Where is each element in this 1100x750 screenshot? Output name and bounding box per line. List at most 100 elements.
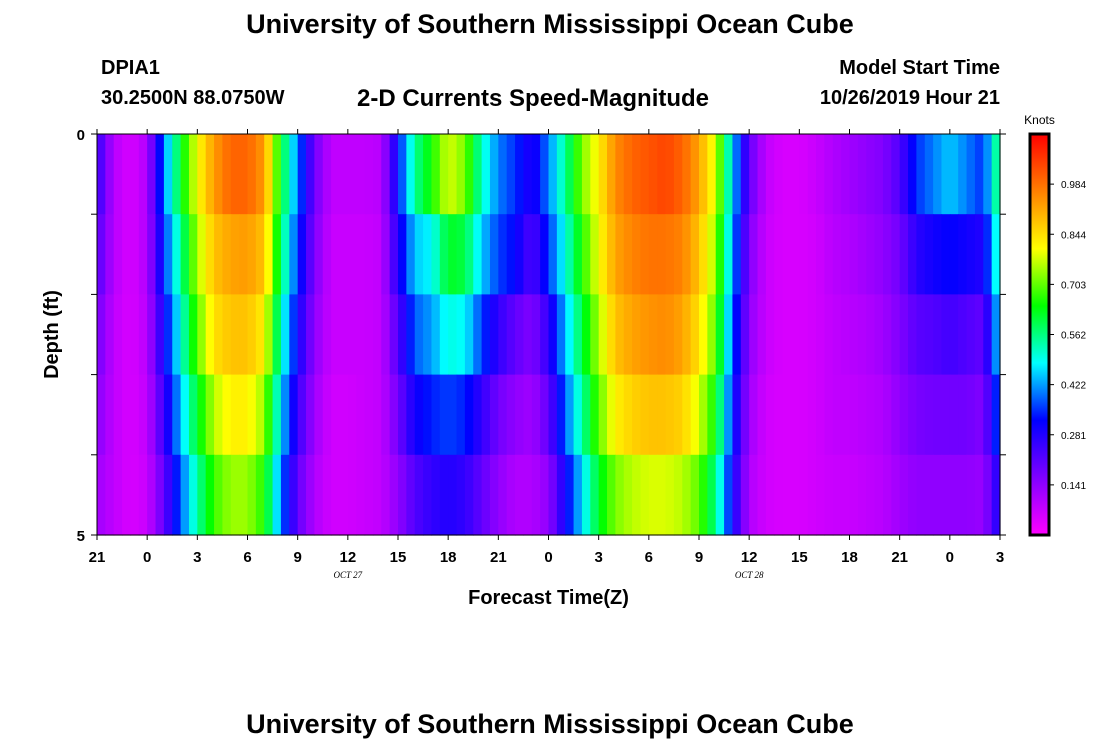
heatmap-cell: [406, 454, 416, 536]
heatmap-cell: [163, 134, 173, 215]
heatmap-cell: [757, 294, 767, 376]
heatmap-cell: [289, 454, 299, 536]
heatmap-cell: [765, 134, 775, 215]
heatmap-cell: [322, 454, 332, 536]
heatmap-cell: [916, 134, 926, 215]
heatmap-cell: [197, 214, 207, 295]
heatmap-cell: [849, 374, 859, 456]
heatmap-cell: [230, 214, 240, 295]
heatmap-cell: [832, 214, 842, 295]
heatmap-cell: [765, 374, 775, 456]
heatmap-cell: [607, 294, 616, 376]
heatmap-cell: [339, 374, 349, 456]
heatmap-cell: [623, 374, 633, 456]
heatmap-cell: [214, 454, 224, 536]
heatmap-cell: [816, 134, 826, 215]
heatmap-cell: [882, 294, 892, 376]
heatmap-cell: [933, 374, 943, 456]
heatmap-cell: [105, 454, 115, 536]
heatmap-cell: [523, 294, 533, 376]
heatmap-cell: [155, 214, 165, 295]
x-tick-label: 21: [89, 549, 106, 566]
heatmap-cell: [523, 134, 533, 215]
heatmap-cell: [774, 294, 784, 376]
heatmap-cell: [406, 134, 416, 215]
heatmap-cell: [372, 454, 382, 536]
heatmap-cell: [966, 214, 976, 295]
heatmap-cell: [172, 374, 182, 456]
heatmap-cell: [406, 374, 416, 456]
heatmap-cell: [389, 294, 399, 376]
heatmap-cell: [983, 134, 993, 215]
heatmap-cell: [356, 134, 366, 215]
heatmap-cell: [556, 374, 566, 456]
colorbar-unit-label: Knots: [1024, 113, 1055, 127]
heatmap-cell: [841, 374, 851, 456]
heatmap-cell: [682, 134, 692, 215]
heatmap-cell: [255, 134, 265, 215]
heatmap-cell: [448, 454, 458, 536]
heatmap-cell: [163, 374, 173, 456]
heatmap-cell: [289, 214, 299, 295]
heatmap-cell: [306, 454, 315, 536]
heatmap-cell: [381, 134, 391, 215]
heatmap-cell: [147, 294, 157, 376]
colorbar-tick-label: 0.562: [1061, 331, 1086, 342]
heatmap-cell: [356, 374, 366, 456]
heatmap-cell: [255, 454, 265, 536]
model-start-label: Model Start Time: [839, 57, 1000, 79]
heatmap-cell: [222, 134, 232, 215]
heatmap-cell: [280, 134, 290, 215]
heatmap-cell: [389, 214, 399, 295]
heatmap-cell: [356, 214, 366, 295]
heatmap-cell: [891, 374, 901, 456]
heatmap-cell: [882, 134, 892, 215]
heatmap-cell: [757, 454, 767, 536]
heatmap-cell: [172, 454, 182, 536]
heatmap-cell: [456, 294, 466, 376]
heatmap-cell: [640, 454, 650, 536]
heatmap-cell: [331, 374, 341, 456]
heatmap-cell: [331, 134, 341, 215]
heatmap-cell: [949, 374, 959, 456]
heatmap-cell: [264, 374, 274, 456]
heatmap-cell: [448, 134, 458, 215]
heatmap-cell: [122, 294, 132, 376]
heatmap-cell: [966, 454, 976, 536]
heatmap-cell: [623, 214, 633, 295]
heatmap-cell: [615, 214, 625, 295]
heatmap-cell: [949, 294, 959, 376]
heatmap-cell: [941, 454, 951, 536]
colorbar-ticks: 0.141 0.281 0.422 0.562 0.703 0.844 0.984: [1049, 180, 1086, 492]
heatmap-cell: [565, 454, 575, 536]
heatmap-cell: [958, 374, 968, 456]
heatmap-cell: [464, 294, 474, 376]
heatmap-cell: [598, 374, 608, 456]
heatmap-cell: [891, 454, 901, 536]
heatmap-cell: [163, 214, 173, 295]
heatmap-cell: [130, 374, 140, 456]
heatmap-cell: [423, 454, 433, 536]
heatmap-cell: [799, 374, 809, 456]
heatmap-cell: [347, 374, 357, 456]
heatmap-cell: [849, 214, 859, 295]
heatmap-cell: [381, 454, 391, 536]
heatmap-cell: [214, 374, 224, 456]
heatmap-cell: [364, 294, 374, 376]
heatmap-cell: [239, 134, 249, 215]
heatmap-cell: [272, 214, 282, 295]
heatmap-cell: [356, 454, 366, 536]
heatmap-cell: [740, 134, 750, 215]
heatmap-cell: [481, 454, 491, 536]
heatmap-cell: [172, 214, 182, 295]
heatmap-cell: [439, 294, 449, 376]
heatmap-cell: [481, 214, 491, 295]
heatmap-cell: [832, 134, 842, 215]
heatmap-cell: [381, 374, 391, 456]
heatmap-cell: [464, 454, 474, 536]
heatmap-cell: [506, 214, 516, 295]
heatmap-cell: [314, 374, 324, 456]
heatmap-cell: [874, 134, 884, 215]
heatmap-cell: [899, 214, 909, 295]
heatmap-cell: [707, 294, 717, 376]
